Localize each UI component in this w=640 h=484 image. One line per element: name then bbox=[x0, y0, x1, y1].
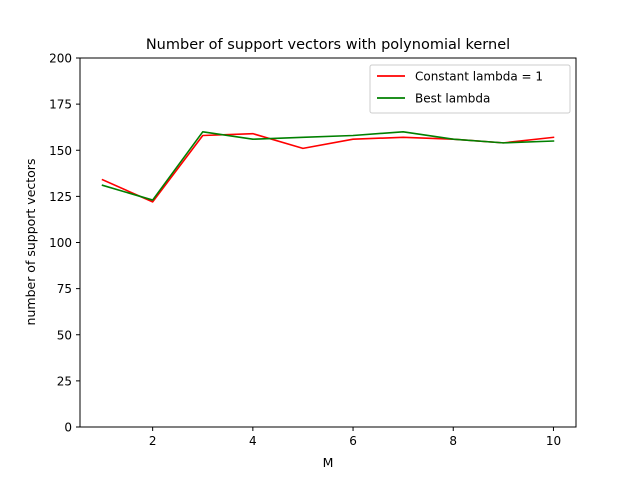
legend-entry-label: Constant lambda = 1 bbox=[415, 70, 543, 84]
series-lines bbox=[101, 131, 555, 203]
x-axis-ticks: 2 4 6 8 10 bbox=[149, 427, 561, 448]
legend-entry-label: Best lambda bbox=[415, 92, 490, 106]
y-axis-label: number of support vectors bbox=[23, 159, 38, 326]
y-tick-label: 200 bbox=[49, 52, 72, 66]
legend: Constant lambda = 1 Best lambda bbox=[369, 64, 571, 114]
x-tick-label: 10 bbox=[546, 434, 561, 448]
x-tick-label: 4 bbox=[249, 434, 257, 448]
x-tick-label: 2 bbox=[149, 434, 157, 448]
y-tick-label: 125 bbox=[49, 190, 72, 204]
y-tick-label: 175 bbox=[49, 98, 72, 112]
x-tick-label: 6 bbox=[349, 434, 357, 448]
y-tick-label: 25 bbox=[57, 374, 72, 388]
chart-title: Number of support vectors with polynomia… bbox=[146, 37, 510, 53]
y-tick-label: 150 bbox=[49, 144, 72, 158]
y-tick-label: 100 bbox=[49, 236, 72, 250]
x-axis-label: M bbox=[323, 455, 334, 470]
legend-box bbox=[369, 64, 571, 114]
y-tick-label: 0 bbox=[64, 421, 72, 435]
y-tick-label: 75 bbox=[57, 282, 72, 296]
x-tick-label: 8 bbox=[449, 434, 457, 448]
series-line-best-lambda bbox=[101, 131, 555, 201]
y-axis-ticks: 0 25 50 75 100 125 150 175 200 bbox=[49, 52, 80, 435]
y-tick-label: 50 bbox=[57, 328, 72, 342]
